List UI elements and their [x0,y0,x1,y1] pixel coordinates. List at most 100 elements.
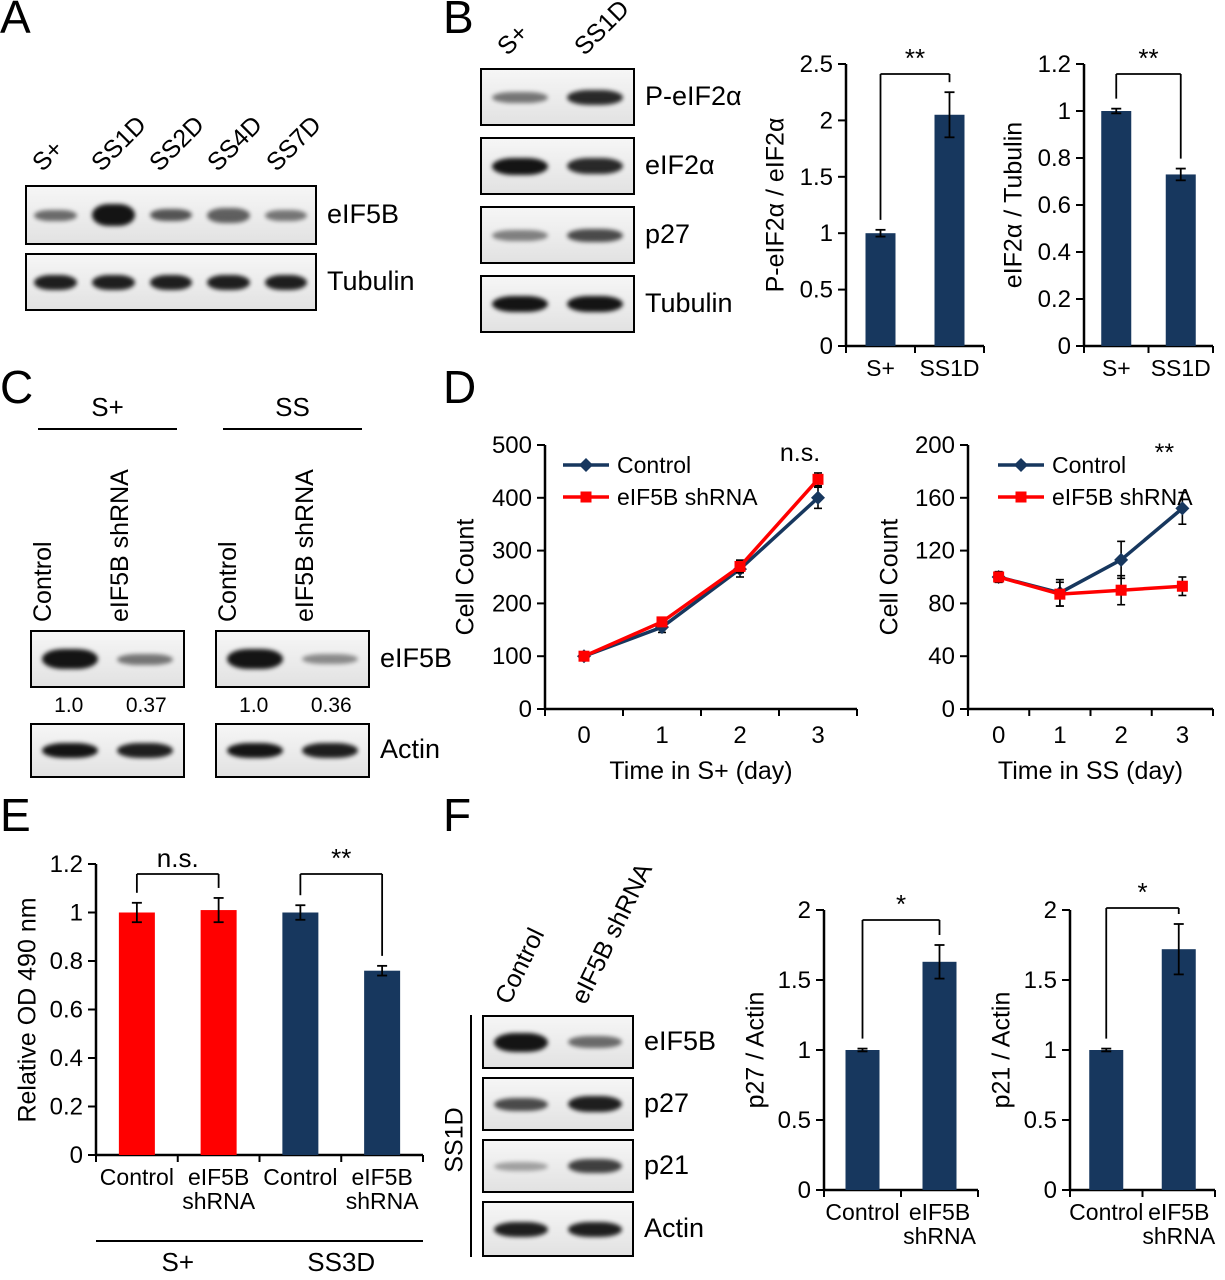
protein-band [567,1096,623,1112]
protein-band [302,654,359,664]
protein-band [491,296,548,312]
protein-band [264,209,308,221]
blot-eIF2α [480,137,635,195]
y-tick-label: 0.2 [1038,286,1071,313]
protein-band [92,274,135,290]
annotation: ** [1155,439,1175,467]
protein-band [493,1161,549,1171]
y-tick-label: 120 [915,538,955,565]
significance-label: ** [1138,43,1158,73]
x-category-label: S+ [866,355,895,381]
lane-label-SS1D: SS1D [85,110,152,177]
bar-eIF5B-shRNA [200,910,237,1155]
blot-label-p27: p27 [645,219,691,249]
x-category-label: eIF5B [1148,1199,1209,1225]
panel-letter-b: B [443,0,474,43]
y-tick-label: 300 [492,538,532,565]
x-category-label: SS1D [1151,355,1211,381]
y-tick-label: 0.4 [1038,239,1071,266]
y-tick-label: 40 [928,643,955,670]
y-axis-title: Cell Count [451,518,480,636]
protein-band [567,1036,623,1048]
group-label: SS3D [307,1247,375,1277]
x-category-label: Control [1069,1199,1143,1225]
bar-eIF5B-shRNA [922,961,957,1190]
y-tick-label: 2.5 [800,51,833,78]
protein-band [207,207,250,223]
blot-eIF5B [482,1015,634,1069]
blot-p21 [482,1139,634,1193]
protein-band [34,209,78,221]
protein-band [264,274,308,290]
y-tick-label: 0.5 [1024,1107,1057,1134]
x-axis-title: Time in SS (day) [998,757,1183,785]
series-line-Control [583,496,820,658]
y-tick-label: 0.8 [50,948,83,975]
protein-band [567,158,624,174]
y-tick-label: 1 [1058,98,1071,125]
blot-label-Actin: Actin [380,734,441,764]
lane-label-eIF5B shRNA: eIF5B shRNA [291,469,320,622]
lane-label-SS2D: SS2D [143,110,210,177]
protein-band [567,228,624,242]
blot-label-P-eIF2α: P-eIF2α [645,81,742,111]
panel-letter-f: F [443,789,472,841]
blot-label-Tubulin: Tubulin [327,266,415,296]
y-tick-label: 0 [1044,1177,1057,1204]
marker-square [578,650,590,662]
bar-Control [1089,1050,1124,1190]
y-tick-label: 1 [820,220,833,247]
legend-label: Control [617,452,691,478]
quantification-value: 0.36 [310,694,352,717]
marker-diamond [811,490,825,505]
protein-band [117,653,174,665]
group-title-SS: SS [275,392,310,422]
lane-label-S+: S+ [27,134,70,177]
side-bracket-line [470,1015,472,1257]
legend-label: Control [1052,452,1126,478]
y-tick-label: 0.2 [50,1094,83,1121]
series-line-eIF5B shRNA [998,575,1183,596]
bar-Control [118,912,155,1155]
x-category-label: shRNA [903,1223,977,1249]
y-tick-label: 80 [928,590,955,617]
blot-label-Actin: Actin [644,1213,705,1243]
panel-letter-a: A [0,0,31,43]
y-tick-label: 0.6 [1038,192,1071,219]
x-category-label: Control [100,1164,174,1190]
blot-eIF5B-SS [215,630,370,688]
y-tick-label: 100 [492,643,532,670]
protein-band [493,1097,549,1111]
chart-cell-count-splus: 0 100 200 300 400 500 0 1 2 3 Time in S+ (day) Cont… [451,415,875,787]
marker-square [656,616,668,628]
blot-p27 [482,1077,634,1131]
blot-label-eIF2α: eIF2α [645,150,715,180]
chart-p27-over-actin: 0 0.5 1 1.5 2 Control eIF5B shRNA * p27 / Actin [742,868,988,1280]
y-tick-label: 2 [820,107,833,134]
chart-p21-over-actin: 0 0.5 1 1.5 2 Control eIF5B shRNA * p21 / Actin [988,868,1225,1280]
protein-band [302,743,359,758]
protein-band [567,89,624,105]
quantification-value: 0.37 [125,694,167,717]
x-tick-label: 3 [811,722,824,749]
blot-label-p21: p21 [644,1150,690,1180]
protein-band [149,274,193,290]
lane-label-eIF5B shRNA: eIF5B shRNA [106,469,135,622]
x-category-label: Control [263,1164,337,1190]
lane-label-Control: Control [28,541,57,622]
y-tick-label: 0.5 [800,277,833,304]
y-tick-label: 0 [798,1177,811,1204]
lane-label-SS1D: SS1D [569,0,636,61]
y-tick-label: 1.2 [50,851,83,878]
lane-label-SS4D: SS4D [202,110,269,177]
chart-svg-B2: 0 0.2 0.4 0.6 0.8 1 1.2 S+ SS1D ** [1038,43,1214,381]
blot-label-eIF5B: eIF5B [327,199,400,229]
panel-letter-e: E [0,789,31,841]
y-axis-title: Relative OD 490 nm [13,896,42,1123]
x-tick-label: 0 [992,722,1005,749]
bar-eIF5B-shRNA [364,970,401,1155]
x-category-label: shRNA [182,1188,256,1214]
protein-band [493,1032,549,1052]
